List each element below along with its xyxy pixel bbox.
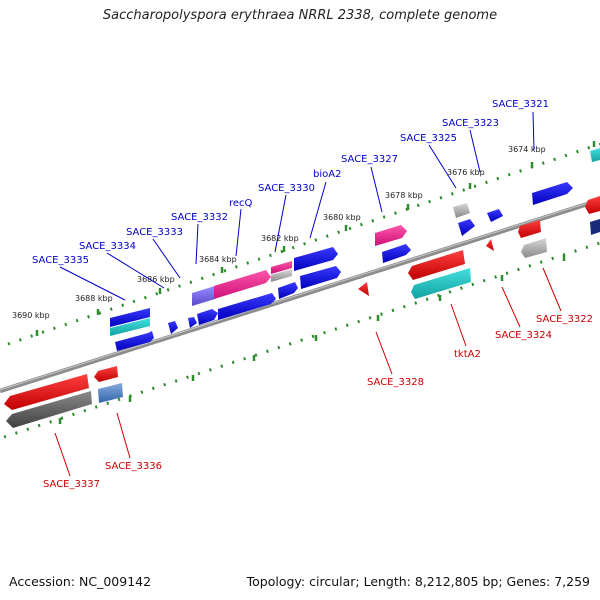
gene-sace-3337-red[interactable] [4,374,89,410]
tick-label-3684: 3684 kbp [199,255,237,264]
gene-sace-3327[interactable] [375,225,407,246]
gene-recq-lower[interactable] [218,293,276,320]
label-sace-3336[interactable]: SACE_3336 [105,461,162,472]
gene-sace-3324-gray[interactable] [521,238,547,258]
tick-label-3682: 3682 kbp [261,234,299,243]
forward-leader-lines [59,111,535,301]
gene-tkta2-red[interactable] [408,250,465,280]
gene-sace-3327-lower[interactable] [382,244,411,263]
gene-sace-3323[interactable] [487,209,503,222]
map-title: Saccharopolyspora erythraea NRRL 2338, c… [102,8,498,23]
tick-track-outer [7,142,600,346]
tick-label-3674: 3674 kbp [508,145,546,154]
tick-label-3690: 3690 kbp [12,311,50,320]
tick-label-3686: 3686 kbp [137,275,175,284]
reverse-leader-lines [54,267,562,477]
gene-small-arrow-1[interactable] [168,321,178,334]
gene-sace-3337-dark[interactable] [6,391,92,428]
label-sace-3327[interactable]: SACE_3327 [341,154,398,165]
gene-sace-3335-cyan[interactable] [110,318,150,336]
gene-tkta2-cyan[interactable] [411,268,471,299]
gene-small-arrow-2[interactable] [188,317,197,328]
tick-label-3676: 3676 kbp [447,168,485,177]
accession-text: Accession: NC_009142 [9,574,152,589]
gene-sace-3322-red[interactable] [518,220,541,238]
gene-bioa2-lower[interactable] [300,266,341,289]
gene-sace-3336-steel[interactable] [98,383,123,403]
label-sace-3324[interactable]: SACE_3324 [495,330,552,341]
genome-backbone [0,197,600,394]
label-sace-3333[interactable]: SACE_3333 [126,227,183,238]
label-sace-3325[interactable]: SACE_3325 [400,133,457,144]
gene-sace-3334[interactable] [115,331,154,351]
gene-sace-3325-lower[interactable] [458,219,475,236]
gene-sace-3333[interactable] [197,309,218,325]
major-ticks-outer [35,141,596,336]
label-sace-3335[interactable]: SACE_3335 [32,255,89,266]
reverse-features [4,196,600,428]
label-tkta2[interactable]: tktA2 [454,349,481,360]
label-sace-3334[interactable]: SACE_3334 [79,241,136,252]
gene-sace-3336-red[interactable] [94,366,118,382]
label-sace-3337[interactable]: SACE_3337 [43,479,100,490]
tick-label-3688: 3688 kbp [75,294,113,303]
label-sace-3332[interactable]: SACE_3332 [171,212,228,223]
gene-sace-3328[interactable] [358,282,369,296]
gene-sace-3330-pink[interactable] [271,261,292,274]
gene-bioa2[interactable] [294,247,338,271]
gene-right-red[interactable] [585,196,600,214]
label-sace-3328[interactable]: SACE_3328 [367,377,424,388]
gene-sace-3332[interactable] [192,286,215,306]
label-bioa2[interactable]: bioA2 [313,169,341,180]
gene-sace-3330-gray[interactable] [271,269,292,282]
label-sace-3322[interactable]: SACE_3322 [536,314,593,325]
tick-label-3678: 3678 kbp [385,191,423,200]
label-sace-3321[interactable]: SACE_3321 [492,99,549,110]
gene-right-navy[interactable] [590,219,600,235]
gene-small-arrow-3[interactable] [278,282,298,299]
label-sace-3323[interactable]: SACE_3323 [442,118,499,129]
genome-summary-text: Topology: circular; Length: 8,212,805 bp… [246,574,590,589]
forward-features [110,148,600,351]
reverse-gene-labels: SACE_3322 SACE_3324 tktA2 SACE_3328 SACE… [43,314,593,490]
gene-sace-3335-blue[interactable] [110,308,150,327]
label-sace-3330[interactable]: SACE_3330 [258,183,315,194]
gene-sace-3321[interactable] [532,182,573,205]
gene-recq[interactable] [214,270,271,299]
gene-sace-3325[interactable] [453,203,470,218]
gene-sace-3324-small[interactable] [486,239,494,251]
label-recq[interactable]: recQ [229,198,253,209]
gene-right-cyan[interactable] [590,148,600,162]
tick-track-inner [3,241,600,439]
forward-gene-labels: SACE_3321 SACE_3323 SACE_3325 SACE_3327 … [32,99,549,266]
major-ticks-inner [58,255,566,424]
tick-label-3680: 3680 kbp [323,213,361,222]
